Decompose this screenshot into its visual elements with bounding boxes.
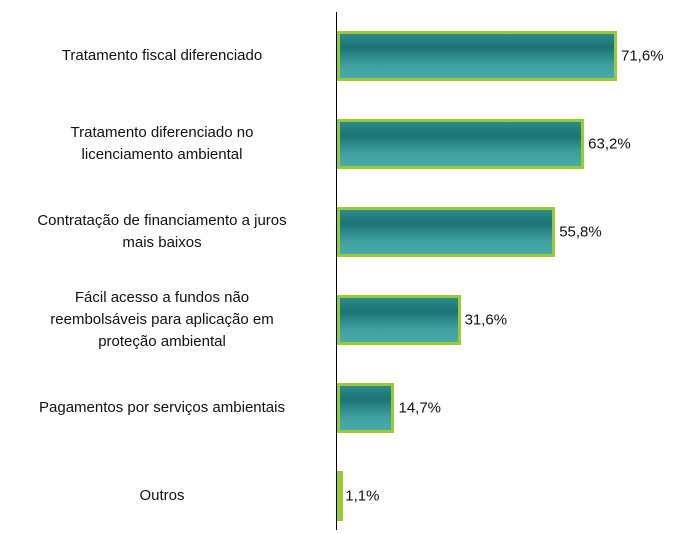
bar: [337, 295, 461, 345]
category-label: Contratação de financiamento a juros mai…: [37, 212, 287, 251]
category-label: Tratamento fiscal diferenciado: [61, 47, 263, 64]
bar: [337, 207, 556, 257]
value-label: 14,7%: [398, 399, 442, 417]
value-label: 63,2%: [588, 135, 631, 153]
bar: [337, 31, 617, 81]
value-label: 31,6%: [464, 311, 508, 329]
bar: [337, 119, 585, 169]
axis-line: [336, 12, 337, 530]
category-label: Fácil acesso a fundos não reembolsáveis …: [50, 289, 274, 350]
bar: [337, 471, 343, 521]
category-label: Pagamentos por serviços ambientais: [39, 399, 285, 416]
bar: [337, 383, 395, 433]
value-label: 55,8%: [559, 223, 602, 241]
category-label: Tratamento diferenciado no licenciamento…: [70, 124, 254, 163]
category-label: Outros: [139, 487, 185, 504]
value-label: 1,1%: [345, 487, 380, 505]
value-label: 71,6%: [621, 47, 664, 65]
